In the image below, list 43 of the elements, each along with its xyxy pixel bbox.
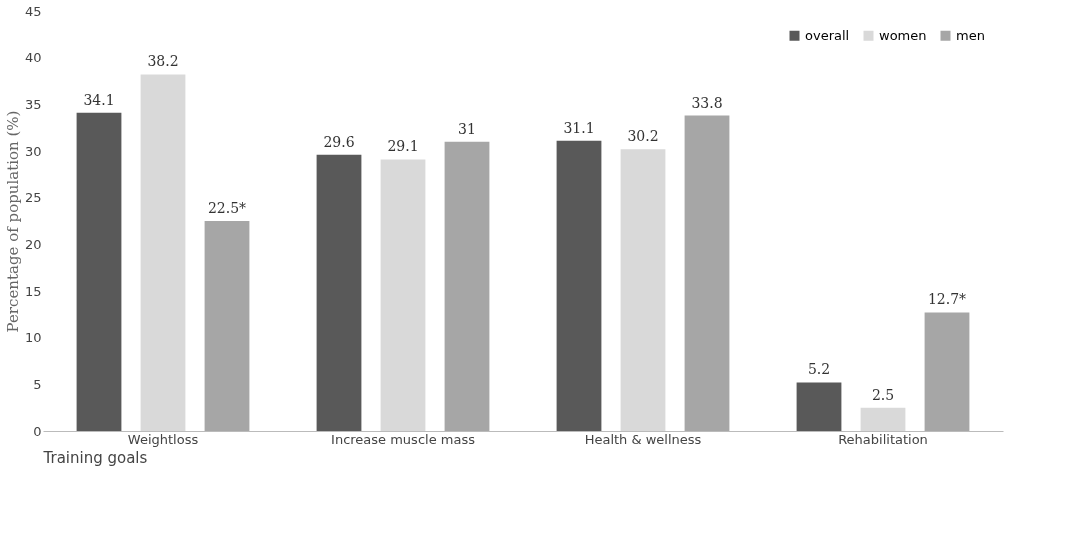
y-tick-label: 45 (24, 3, 42, 19)
legend-label: men (956, 27, 985, 43)
data-label: 31.1 (563, 119, 595, 136)
bar (620, 149, 666, 431)
data-label: 38.2 (147, 53, 179, 70)
y-tick-label: 40 (24, 50, 42, 66)
x-tick-label: Weightloss (127, 431, 199, 447)
bar (556, 140, 602, 431)
bar (316, 154, 362, 431)
data-label: 12.7* (927, 291, 967, 308)
x-axis-title: Training goals (42, 448, 148, 467)
y-tick-label: 30 (24, 143, 42, 159)
data-label: 31 (458, 120, 476, 137)
bar (444, 141, 490, 431)
bar (860, 407, 906, 431)
x-tick-label: Increase muscle mass (331, 431, 476, 447)
bar (684, 115, 730, 431)
x-tick-label: Health & wellness (584, 431, 702, 447)
bar (924, 312, 970, 431)
data-label: 29.1 (387, 138, 419, 155)
y-tick-label: 5 (33, 376, 42, 392)
x-tick-label: Rehabilitation (838, 431, 928, 447)
data-label: 22.5* (207, 200, 247, 216)
y-tick-label: 0 (33, 423, 42, 439)
y-tick-label: 15 (24, 283, 42, 299)
bar (204, 221, 250, 431)
data-label: 30.2 (627, 128, 659, 145)
y-tick-label: 20 (24, 236, 42, 252)
bar (140, 74, 186, 431)
data-label: 34.1 (83, 91, 115, 108)
data-label: 33.8 (691, 94, 723, 111)
data-label: 5.2 (807, 361, 831, 378)
data-label: 2.5 (871, 386, 895, 403)
legend-label: overall (805, 27, 850, 43)
bar (380, 159, 426, 431)
y-tick-label: 25 (24, 190, 42, 206)
y-tick-label: 10 (24, 330, 42, 346)
y-axis-title: Percentage of population (%) (3, 110, 22, 333)
data-label: 29.6 (323, 133, 355, 150)
y-tick-label: 35 (24, 96, 42, 112)
bar (76, 112, 122, 431)
legend-label: women (879, 27, 927, 43)
bar (796, 382, 842, 431)
